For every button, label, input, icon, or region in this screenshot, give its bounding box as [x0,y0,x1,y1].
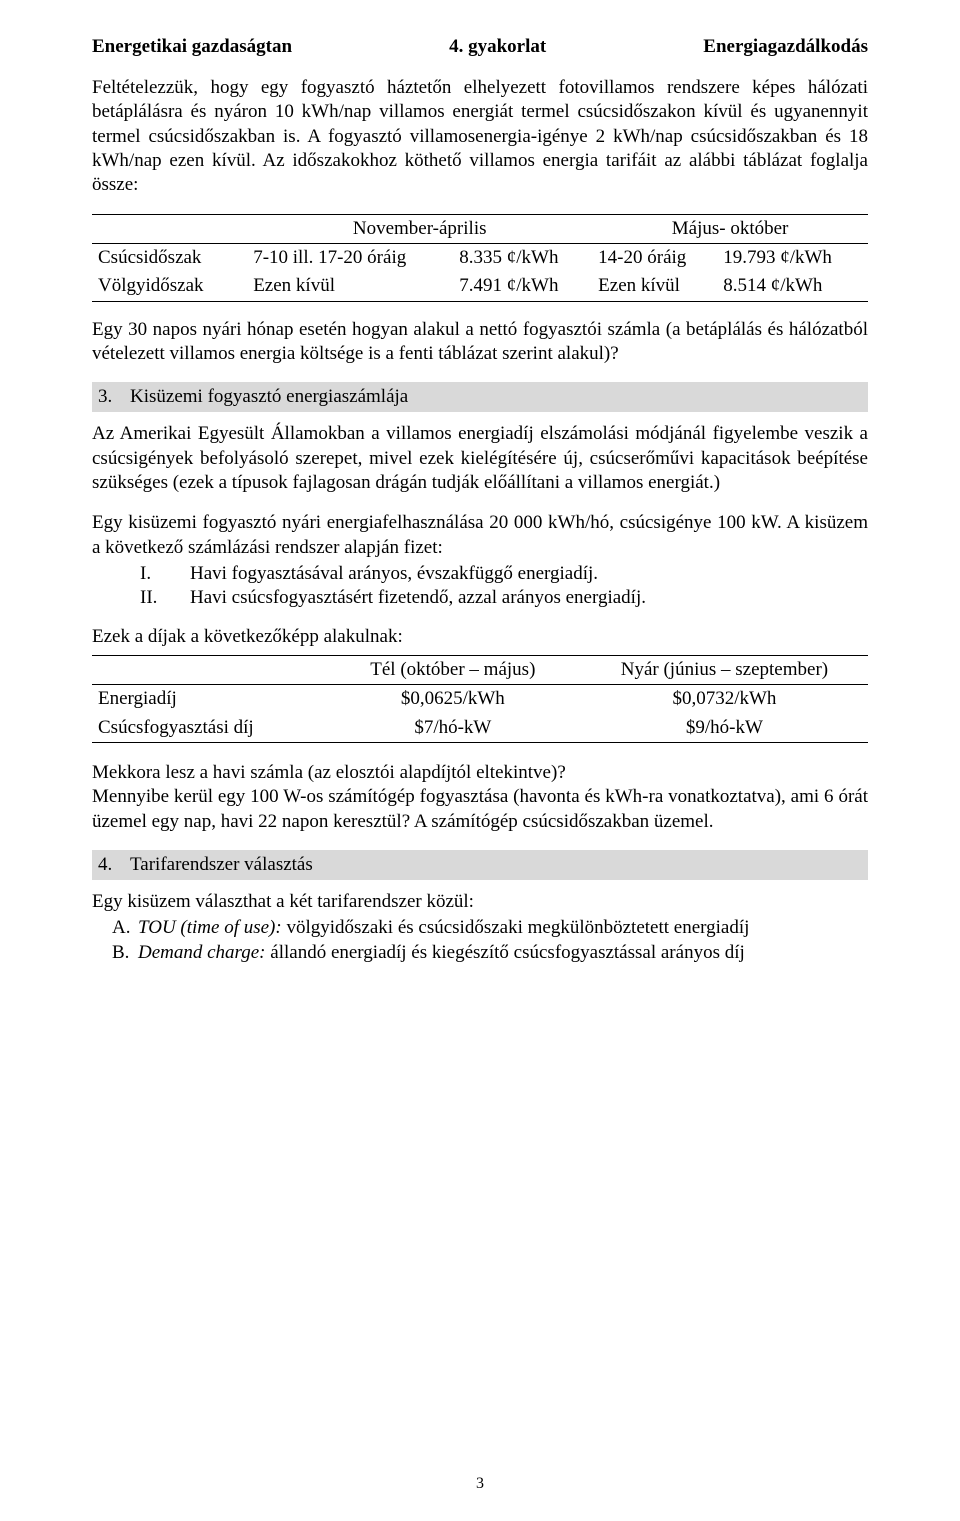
list-item: II. Havi csúcsfogyasztásért fizetendő, a… [140,586,868,610]
list-text: Havi csúcsfogyasztásért fizetendő, azzal… [190,586,646,610]
row-label: Energiadíj [92,685,325,714]
cell: 19.793 ¢/kWh [717,243,868,272]
rest-text: állandó energiadíj és kiegészítő csúcsfo… [266,942,745,963]
list-text: Demand charge: állandó energiadíj és kie… [138,941,868,965]
page: Energetikai gazdaságtan 4. gyakorlat Ene… [0,0,960,1521]
section3-para3: Ezek a díjak a következőképp alakulnak: [92,625,868,649]
section-title: Kisüzemi fogyasztó energiaszámlája [130,385,408,409]
italic-phrase: Demand charge: [138,942,266,963]
table-header-row: November-április Május- október [92,214,868,243]
roman-list: I. Havi fogyasztásával arányos, évszakfü… [92,562,868,611]
header-center: 4. gyakorlat [449,36,546,58]
table-row: Völgyidőszak Ezen kívül 7.491 ¢/kWh Ezen… [92,272,868,301]
intro-paragraph: Feltételezzük, hogy egy fogyasztó háztet… [92,76,868,198]
document-body: Feltételezzük, hogy egy fogyasztó háztet… [92,76,868,965]
section3-q2: Mennyibe kerül egy 100 W-os számítógép f… [92,785,868,834]
italic-phrase: TOU (time of use): [138,917,282,938]
header-right: Energiagazdálkodás [703,36,868,58]
header-left: Energetikai gazdaságtan [92,36,292,58]
cell: 14-20 óráig [592,243,717,272]
table-header-right: Május- október [592,214,868,243]
section-number: 4. [98,853,116,877]
table-row: Energiadíj $0,0625/kWh $0,0732/kWh [92,685,868,714]
page-header: Energetikai gazdaságtan 4. gyakorlat Ene… [92,36,868,58]
section3-q1: Mekkora lesz a havi számla (az elosztói … [92,761,868,785]
section-title: Tarifarendszer választás [130,853,313,877]
fees-col-winter: Tél (október – május) [325,655,581,684]
list-label: II. [140,586,168,610]
cell: 8.335 ¢/kWh [453,243,592,272]
ab-list: A. TOU (time of use): völgyidőszaki és c… [92,916,868,965]
list-label: I. [140,562,168,586]
rest-text: völgyidőszaki és csúcsidőszaki megkülönb… [282,917,750,938]
table-row: Csúcsfogyasztási díj $7/hó-kW $9/hó-kW [92,714,868,743]
list-label: A. [112,916,138,940]
page-number: 3 [0,1475,960,1493]
cell: Ezen kívül [247,272,453,301]
row-label: Völgyidőszak [92,272,247,301]
list-item: B. Demand charge: állandó energiadíj és … [112,941,868,965]
list-label: B. [112,941,138,965]
section3-para2: Egy kisüzemi fogyasztó nyári energiafelh… [92,511,868,560]
list-text: Havi fogyasztásával arányos, évszakfüggő… [190,562,598,586]
list-item: I. Havi fogyasztásával arányos, évszakfü… [140,562,868,586]
cell: 8.514 ¢/kWh [717,272,868,301]
row-label: Csúcsidőszak [92,243,247,272]
section-number: 3. [98,385,116,409]
cell: $0,0625/kWh [325,685,581,714]
cell: 7.491 ¢/kWh [453,272,592,301]
tariff-table: November-április Május- október Csúcsidő… [92,214,868,302]
section4-intro: Egy kisüzem választhat a két tarifarends… [92,890,868,914]
row-label: Csúcsfogyasztási díj [92,714,325,743]
table-header-left: November-április [247,214,592,243]
fees-table: Tél (október – május) Nyár (június – sze… [92,655,868,743]
section-4-heading: 4. Tarifarendszer választás [92,850,868,880]
fees-col-summer: Nyár (június – szeptember) [581,655,868,684]
cell: $7/hó-kW [325,714,581,743]
table-header-row: Tél (október – május) Nyár (június – sze… [92,655,868,684]
list-text: TOU (time of use): völgyidőszaki és csúc… [138,916,868,940]
cell: $0,0732/kWh [581,685,868,714]
cell: $9/hó-kW [581,714,868,743]
cell: Ezen kívül [592,272,717,301]
table-row: Csúcsidőszak 7-10 ill. 17-20 óráig 8.335… [92,243,868,272]
section3-para1: Az Amerikai Egyesült Államokban a villam… [92,422,868,495]
list-item: A. TOU (time of use): völgyidőszaki és c… [112,916,868,940]
cell: 7-10 ill. 17-20 óráig [247,243,453,272]
question-paragraph: Egy 30 napos nyári hónap esetén hogyan a… [92,318,868,367]
section-3-heading: 3. Kisüzemi fogyasztó energiaszámlája [92,382,868,412]
